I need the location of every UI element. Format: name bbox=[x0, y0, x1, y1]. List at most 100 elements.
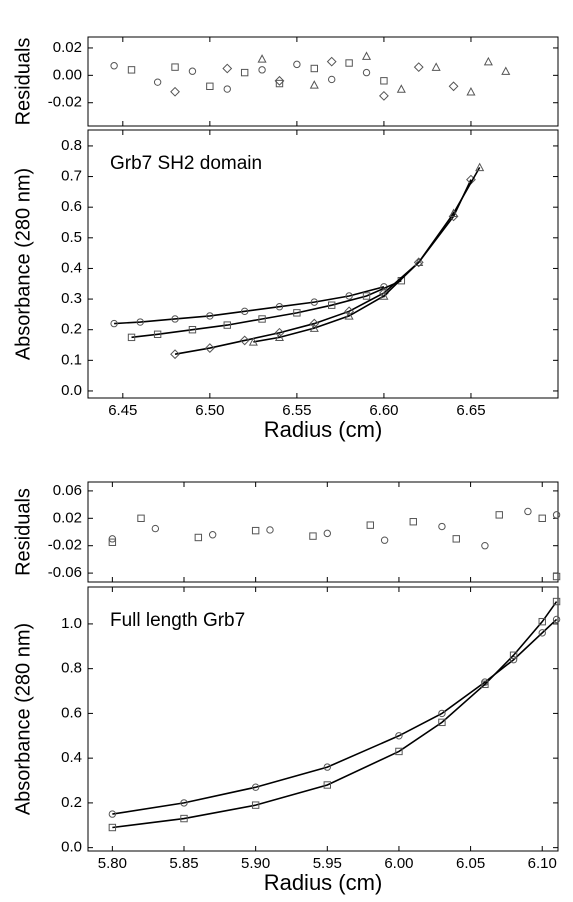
point bbox=[257, 54, 267, 63]
point bbox=[395, 747, 403, 756]
point bbox=[396, 84, 406, 93]
point bbox=[328, 75, 336, 84]
x-tick-label: 6.60 bbox=[369, 402, 398, 419]
point bbox=[552, 572, 561, 581]
fit-line bbox=[114, 286, 385, 325]
point bbox=[509, 656, 518, 664]
point bbox=[108, 810, 117, 818]
fit-line bbox=[174, 179, 472, 355]
x-tick-label: 6.10 bbox=[528, 855, 557, 872]
point bbox=[310, 64, 318, 73]
point bbox=[223, 85, 231, 93]
point bbox=[323, 763, 331, 771]
y-tick-label: 0.6 bbox=[61, 198, 82, 215]
point bbox=[239, 335, 250, 346]
point bbox=[180, 814, 188, 823]
point bbox=[538, 514, 546, 523]
point bbox=[501, 66, 511, 75]
x-tick-label: 5.95 bbox=[313, 855, 342, 872]
point bbox=[379, 288, 389, 298]
point bbox=[266, 526, 274, 534]
x-tick-label: 5.85 bbox=[169, 855, 198, 872]
y-tick-label: 0.1 bbox=[61, 351, 82, 368]
point bbox=[180, 799, 188, 807]
plot-frame bbox=[87, 481, 559, 583]
point bbox=[413, 257, 424, 268]
fit-line bbox=[253, 166, 481, 343]
point bbox=[475, 162, 485, 172]
point bbox=[208, 531, 217, 539]
point bbox=[310, 298, 318, 306]
point bbox=[204, 343, 215, 353]
fit-line bbox=[112, 618, 558, 815]
point bbox=[258, 315, 266, 323]
point bbox=[380, 536, 389, 544]
point bbox=[240, 68, 249, 77]
point bbox=[110, 319, 118, 328]
point bbox=[274, 75, 285, 86]
y-tick-label: 0.2 bbox=[61, 794, 82, 811]
point bbox=[251, 526, 260, 535]
point bbox=[466, 87, 476, 96]
point bbox=[274, 332, 285, 342]
panel-annotation: Full length Grb7 bbox=[110, 610, 245, 631]
point bbox=[110, 62, 118, 70]
point bbox=[240, 307, 249, 316]
y-axis-label: Absorbance (280 nm) bbox=[12, 623, 34, 815]
point bbox=[449, 208, 459, 218]
point bbox=[438, 709, 446, 718]
y-tick-label: 0.5 bbox=[61, 229, 82, 246]
y-tick-label: 1.0 bbox=[61, 615, 82, 632]
plot-frame bbox=[87, 129, 559, 399]
point bbox=[524, 507, 532, 516]
y-axis-label: Residuals bbox=[12, 488, 34, 576]
point bbox=[275, 303, 284, 311]
point bbox=[409, 518, 417, 526]
point bbox=[379, 291, 389, 300]
y-tick-label: 0.0 bbox=[61, 382, 82, 399]
y-tick-label: 0.8 bbox=[61, 660, 82, 677]
point bbox=[127, 66, 136, 74]
point bbox=[552, 511, 561, 519]
x-tick-label: 6.45 bbox=[108, 402, 137, 419]
y-tick-label: 0.7 bbox=[61, 168, 82, 185]
plot-frame bbox=[87, 586, 559, 852]
point bbox=[170, 86, 180, 97]
point bbox=[170, 349, 180, 360]
point bbox=[188, 325, 197, 334]
point bbox=[323, 529, 331, 538]
point bbox=[251, 801, 260, 809]
point bbox=[328, 301, 336, 309]
y-tick-label: 0.06 bbox=[53, 482, 82, 499]
point bbox=[326, 56, 337, 67]
point bbox=[293, 60, 301, 69]
point bbox=[127, 333, 136, 342]
point bbox=[153, 330, 162, 338]
point bbox=[309, 323, 319, 332]
point bbox=[379, 90, 389, 101]
point bbox=[366, 521, 374, 529]
point bbox=[309, 532, 317, 540]
y-tick-label: -0.02 bbox=[48, 537, 82, 554]
point bbox=[153, 78, 162, 86]
point bbox=[452, 535, 460, 543]
point bbox=[323, 781, 331, 789]
y-tick-label: 0.02 bbox=[53, 39, 82, 56]
y-tick-label: 0.2 bbox=[61, 321, 82, 338]
point bbox=[414, 257, 424, 267]
point bbox=[137, 514, 145, 523]
y-tick-label: 0.00 bbox=[53, 66, 82, 83]
point bbox=[309, 80, 319, 89]
point bbox=[362, 68, 371, 77]
x-tick-label: 6.55 bbox=[282, 402, 311, 419]
point bbox=[448, 81, 459, 92]
point bbox=[413, 62, 424, 73]
point bbox=[108, 538, 117, 546]
point bbox=[136, 318, 144, 326]
point bbox=[552, 615, 561, 624]
x-tick-label: 5.80 bbox=[98, 855, 127, 872]
point bbox=[438, 718, 446, 727]
point bbox=[223, 321, 231, 329]
